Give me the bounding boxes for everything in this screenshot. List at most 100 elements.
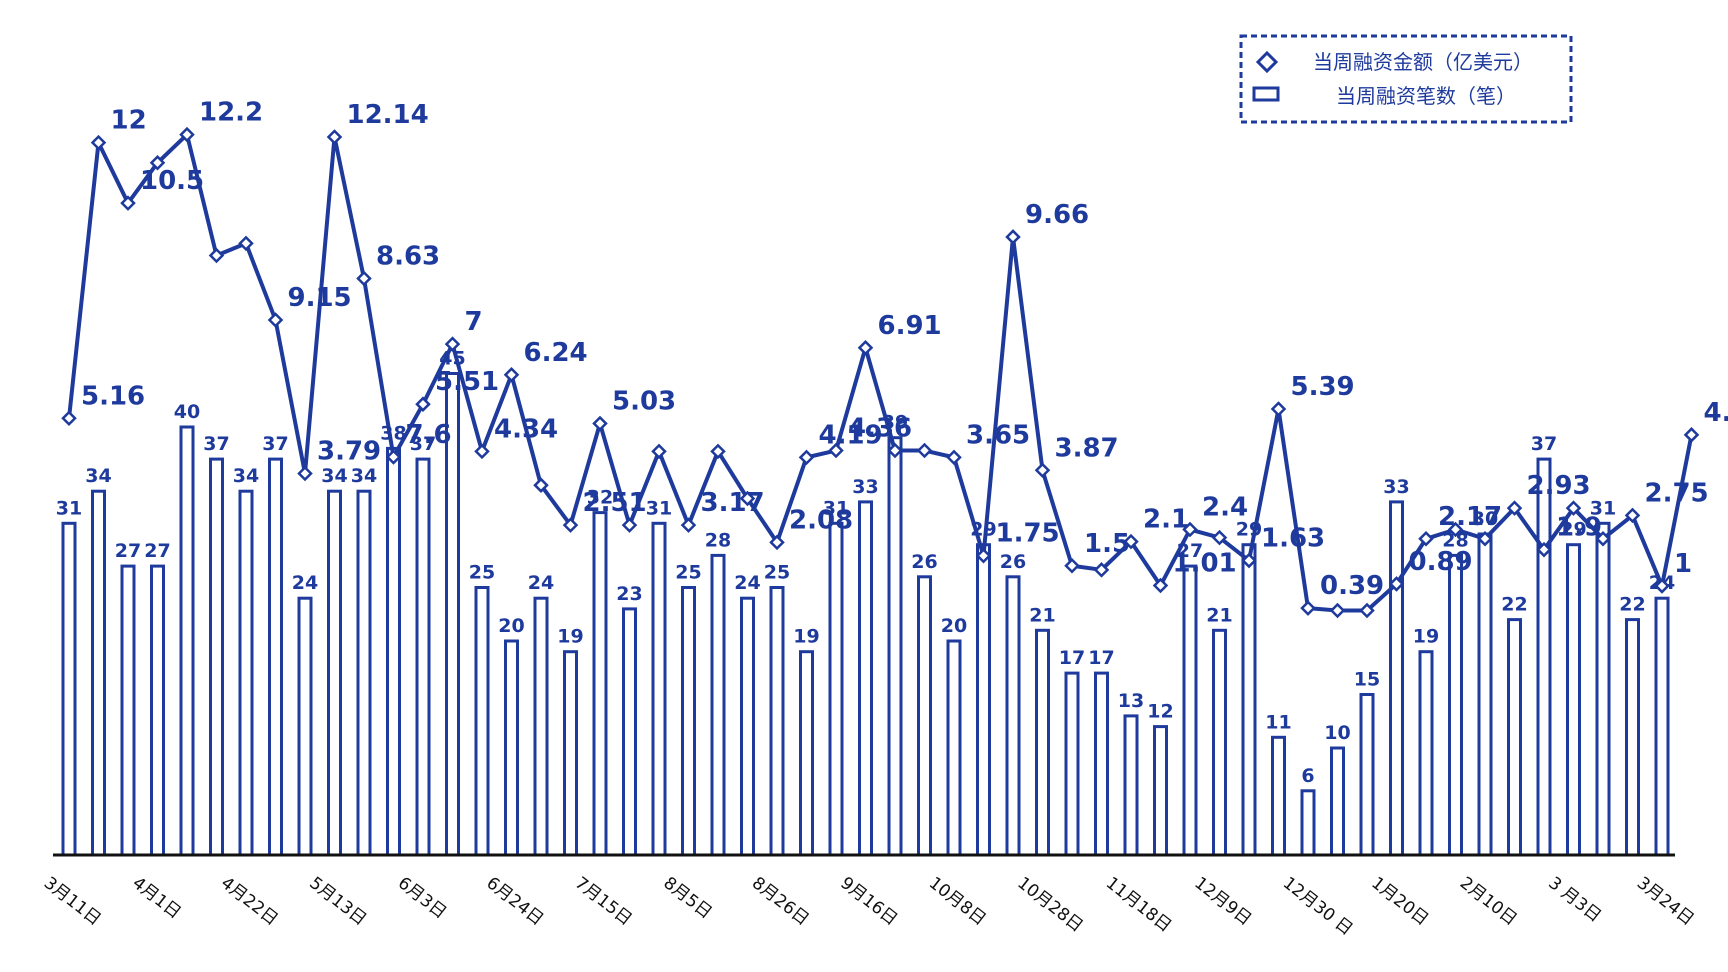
line-data-label: 2.51 <box>583 488 647 518</box>
line-data-labels: 5.16 12 10.5 12.2 9.15 3.79 12.14 8.63 7.6 5.51 7 4… <box>81 98 1728 602</box>
bar <box>917 575 932 857</box>
line-point <box>739 490 756 507</box>
line-series <box>61 126 1700 619</box>
x-tick-label: 10月28日 <box>1013 873 1086 936</box>
bar <box>150 564 165 857</box>
line-point <box>1329 602 1346 619</box>
bar-data-label: 23 <box>616 583 642 605</box>
bar-data-label: 27 <box>115 540 141 562</box>
bar <box>799 650 814 857</box>
bar <box>91 489 106 857</box>
bar-data-label: 34 <box>233 465 259 487</box>
x-tick-label: 12月9日 <box>1190 873 1255 930</box>
bar <box>740 596 755 857</box>
line-data-label: 2.4 <box>1202 493 1248 523</box>
line-point <box>90 134 107 151</box>
bar <box>1271 735 1286 857</box>
line-point <box>975 547 992 564</box>
bar-data-label: 13 <box>1118 690 1144 712</box>
bar <box>238 489 254 857</box>
bar-data-label: 30 <box>1472 508 1498 530</box>
bar-data-label: 34 <box>351 465 377 487</box>
line-point <box>326 129 343 145</box>
line-point <box>533 477 549 493</box>
line-point <box>1241 552 1257 569</box>
line-point <box>503 367 520 383</box>
bar-data-label: 33 <box>852 476 878 498</box>
bar <box>563 650 578 857</box>
bar-data-label: 17 <box>1088 647 1114 669</box>
line-point <box>415 396 431 412</box>
line-point <box>769 534 785 551</box>
line-point <box>1595 531 1611 547</box>
bar-data-label: 37 <box>262 433 288 455</box>
bar <box>681 586 696 857</box>
line-data-label: 4.36 <box>848 414 912 444</box>
line-point <box>1270 401 1287 417</box>
bar <box>1123 714 1139 857</box>
line-point <box>1447 521 1464 538</box>
line-data-label: 4.34 <box>494 414 558 444</box>
line-data-label: 1.5 <box>1084 529 1130 559</box>
bar-data-label: 33 <box>1383 476 1409 498</box>
line-point <box>651 443 667 460</box>
line-point <box>1152 577 1169 594</box>
line-point <box>179 126 195 143</box>
legend-diamond-icon <box>1255 50 1279 74</box>
line-point <box>267 312 284 328</box>
line-data-label: 1.01 <box>1173 549 1237 579</box>
line-path <box>67 132 1694 613</box>
bar-data-label: 20 <box>498 615 524 637</box>
bar <box>1359 693 1375 857</box>
line-data-label: 5.51 <box>435 367 499 397</box>
line-data-label: 0.89 <box>1409 547 1473 577</box>
line-data-label: 3.87 <box>1055 433 1119 463</box>
bar-data-label: 31 <box>1590 497 1616 519</box>
line-data-label: 0.39 <box>1320 571 1384 601</box>
bar-data-label: 25 <box>675 562 701 584</box>
bar <box>710 553 726 857</box>
bar <box>1330 746 1345 857</box>
bar <box>297 596 313 857</box>
bar <box>356 489 372 857</box>
bar-data-label: 19 <box>1413 626 1439 648</box>
bar <box>1035 628 1050 857</box>
x-tick-label: 5月13日 <box>305 873 370 930</box>
x-tick-label: 8月5日 <box>659 873 715 923</box>
x-tick-label: 3月11日 <box>40 873 105 930</box>
bar-data-label: 37 <box>203 433 229 455</box>
bar <box>1418 650 1434 857</box>
line-data-label: 6.91 <box>878 311 942 341</box>
line-point <box>1506 500 1523 516</box>
line-point <box>1034 462 1051 479</box>
bar-data-label: 25 <box>764 562 790 584</box>
line-point <box>1211 529 1228 546</box>
line-data-label: 1.9 <box>1556 513 1602 543</box>
bar <box>1182 564 1198 857</box>
line-point <box>857 340 874 356</box>
bar-data-label: 26 <box>1000 551 1026 573</box>
line-point <box>297 465 313 482</box>
line-data-label: 9.15 <box>288 283 352 313</box>
line-data-label: 6.24 <box>524 338 588 368</box>
x-tick-label: 6月24日 <box>482 873 547 930</box>
line-point <box>1064 558 1080 574</box>
line-data-label: 7 <box>465 307 483 337</box>
line-data-label: 3.65 <box>966 420 1030 450</box>
line-point <box>592 415 608 432</box>
bar-data-label: 17 <box>1059 647 1085 669</box>
bar-data-label: 32 <box>587 487 613 509</box>
bar <box>858 500 873 857</box>
bar <box>1064 671 1080 857</box>
line-point <box>208 247 225 264</box>
bar <box>828 521 844 857</box>
bar <box>592 511 608 857</box>
bar-data-label: 20 <box>941 615 967 637</box>
bar-data-label: 37 <box>1531 433 1557 455</box>
x-tick-label: 8月26日 <box>748 873 813 930</box>
bar <box>1448 553 1463 857</box>
line-point <box>149 155 166 171</box>
bar-data-label: 24 <box>292 572 318 594</box>
line-data-label: 12 <box>111 106 147 136</box>
line-data-label: 1 <box>1674 549 1692 579</box>
